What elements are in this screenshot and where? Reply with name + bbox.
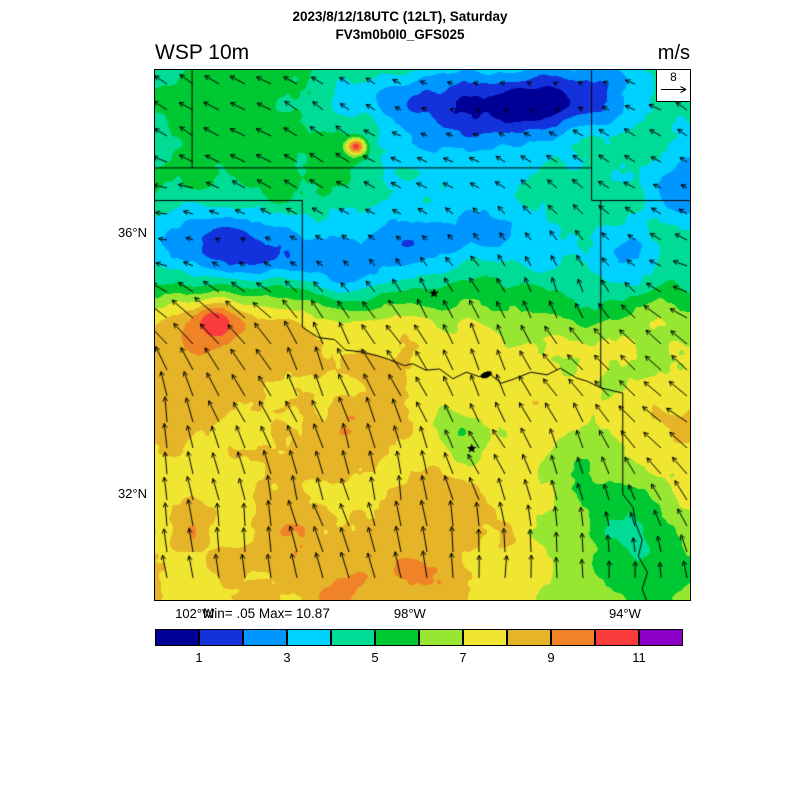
colorbar-segment — [595, 629, 639, 646]
colorbar-segment — [419, 629, 463, 646]
colorbar-segment — [375, 629, 419, 646]
colorbar-segment — [639, 629, 683, 646]
plot-header: 2023/8/12/18UTC (12LT), Saturday FV3m0b0… — [0, 9, 800, 42]
lat-tick-label: 32°N — [117, 486, 147, 502]
colorbar-segment — [287, 629, 331, 646]
units-label: m/s — [657, 42, 690, 64]
colorbar-tick-label: 3 — [283, 650, 291, 665]
model-name-title: FV3m0b0I0_GFS025 — [335, 27, 465, 42]
lon-tick-label: 102°W — [175, 606, 215, 621]
colorbar-tick-label: 7 — [459, 650, 467, 665]
colorbar — [155, 629, 683, 646]
lon-tick-label: 94°W — [608, 606, 641, 621]
colorbar-segment — [243, 629, 287, 646]
colorbar-tick-label: 9 — [547, 650, 555, 665]
reference-vector-value: 8 — [670, 70, 677, 84]
colorbar-segment — [199, 629, 243, 646]
valid-time-title: 2023/8/12/18UTC (12LT), Saturday — [292, 9, 508, 24]
colorbar-tick-label: 1 — [195, 650, 203, 665]
wind-speed-map-canvas — [155, 70, 690, 600]
map-plot-area: 8 — [154, 69, 691, 601]
colorbar-tick-label: 11 — [632, 650, 646, 665]
reference-vector-box: 8 — [656, 70, 690, 102]
lat-tick-label: 36°N — [117, 225, 147, 241]
colorbar-tick-label: 5 — [371, 650, 379, 665]
colorbar-segment — [507, 629, 551, 646]
colorbar-segment — [551, 629, 595, 646]
colorbar-segment — [155, 629, 199, 646]
colorbar-segment — [463, 629, 507, 646]
reference-vector-arrow-icon — [660, 86, 686, 93]
colorbar-segment — [331, 629, 375, 646]
lon-tick-label: 98°W — [393, 606, 426, 621]
variable-title: WSP 10m — [155, 41, 250, 64]
minmax-stats: Min= .05 Max= 10.87 — [203, 606, 330, 621]
